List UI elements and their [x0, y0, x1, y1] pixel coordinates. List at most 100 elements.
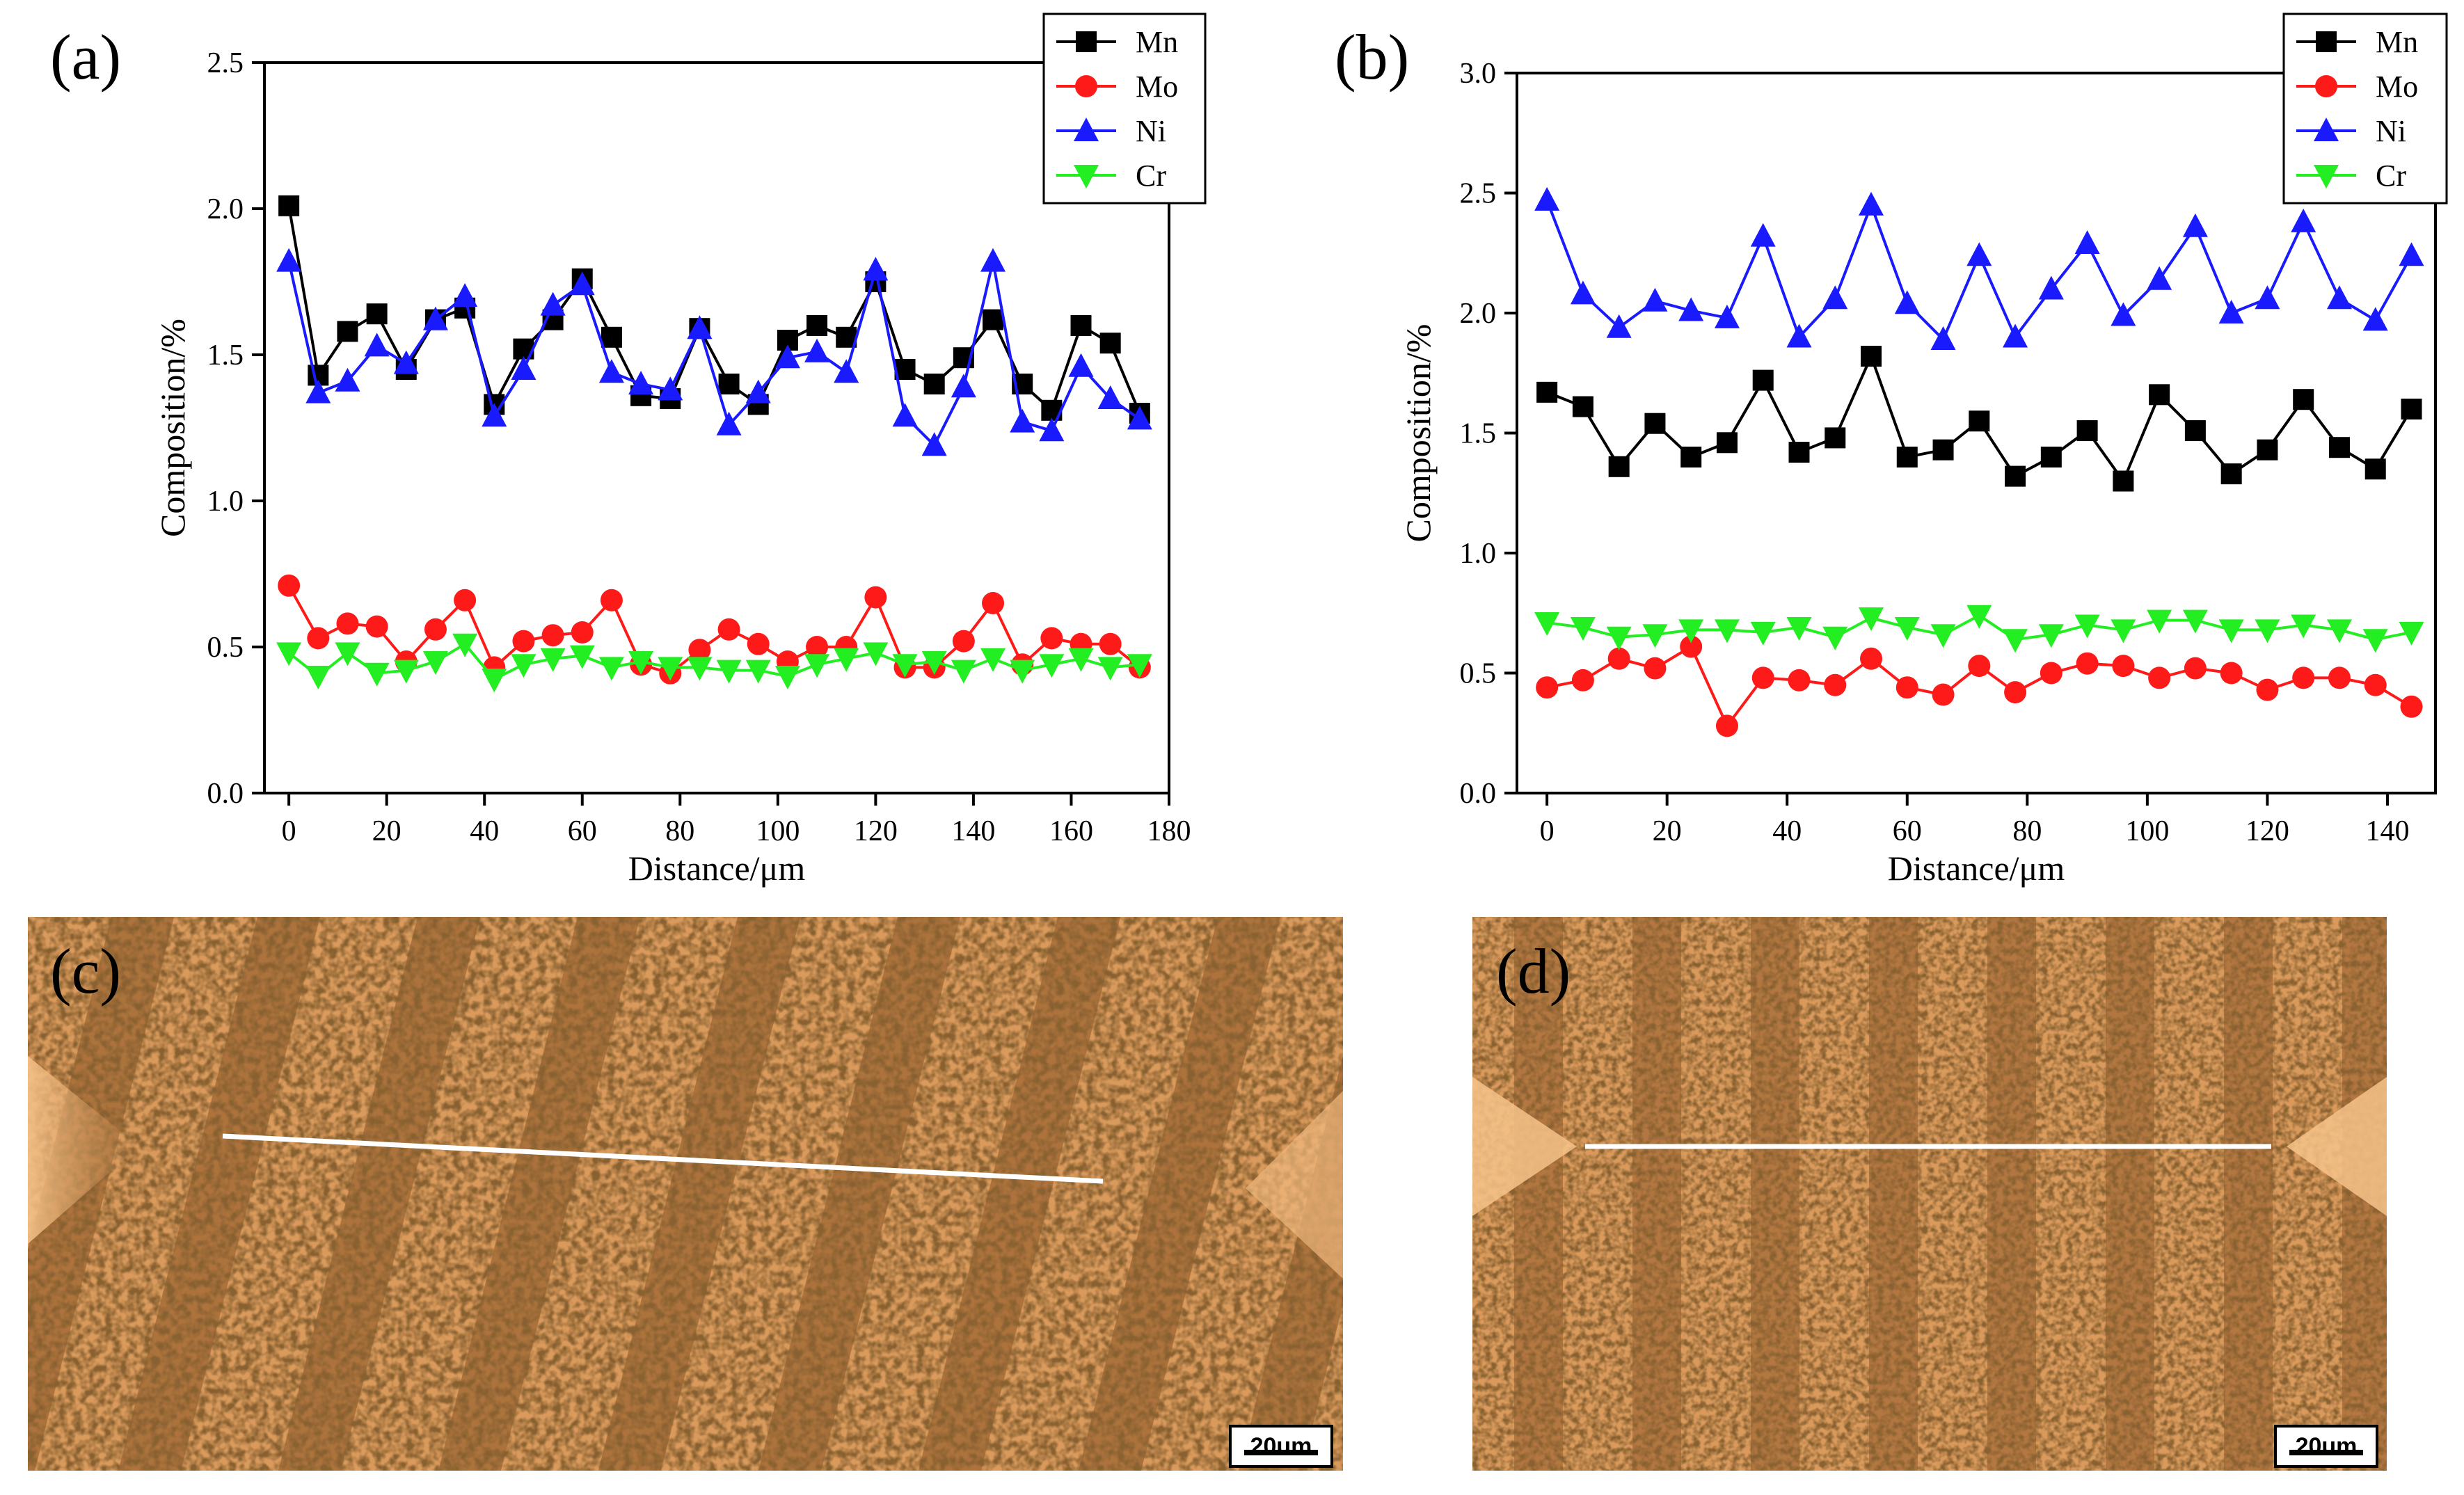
- chart-a-point-cr: [980, 648, 1006, 672]
- chart-b-point-ni: [1534, 186, 1560, 211]
- chart-a-point-cr: [422, 651, 448, 675]
- scale-bar-c: 20um: [1229, 1425, 1333, 1468]
- chart-b-point-mo: [2328, 666, 2351, 689]
- chart-a-point-ni: [892, 403, 918, 427]
- chart-a-plot-frame: [263, 61, 1170, 794]
- chart-b-point-cr: [1534, 612, 1560, 637]
- chart-a-point-mo: [982, 592, 1005, 614]
- chart-a-point-cr: [393, 659, 419, 684]
- chart-b-point-cr: [1678, 619, 1704, 643]
- chart-a-point-cr: [1010, 659, 1035, 684]
- chart-a-series-cr: [276, 633, 1152, 693]
- chart-a-point-mo: [600, 589, 623, 611]
- chart-b-point-cr: [1570, 616, 1596, 641]
- chart-a-point-mo: [717, 618, 740, 641]
- chart-a-point-ni: [276, 248, 302, 272]
- chart-a-point-mo: [864, 586, 887, 609]
- chart-b-point-mn: [1788, 442, 1810, 463]
- chart-a-point-mn: [923, 374, 945, 394]
- chart-a-point-ni: [774, 344, 800, 369]
- chart-a-legend-marker-cr: [1074, 165, 1099, 189]
- chart-a-legend-label-ni: Ni: [1136, 114, 1166, 148]
- chart-b-x-tick-label: 40: [1772, 815, 1802, 847]
- chart-b-point-cr: [2326, 619, 2352, 643]
- chart-b-y-tick-label: 1.0: [1460, 538, 1497, 570]
- chart-b-point-mo: [1644, 657, 1667, 680]
- micrograph-d-right-indent: [2287, 1077, 2387, 1216]
- chart-b-point-cr: [2399, 621, 2424, 646]
- micrograph-c: [28, 917, 1343, 1471]
- chart-a-point-ni: [364, 333, 390, 357]
- chart-a-point-ni: [980, 248, 1006, 272]
- chart-b-y-tick-label: 0.5: [1460, 658, 1497, 690]
- panel-label-d: (d): [1496, 936, 1571, 1007]
- chart-b-point-mo: [2184, 657, 2207, 680]
- chart-b-point-mo: [2040, 662, 2062, 685]
- micrograph-c-right-indent: [1246, 1091, 1343, 1279]
- chart-b-point-mo: [1571, 669, 1594, 691]
- chart-a-point-ni: [1127, 406, 1152, 430]
- chart-a-x-tick-label: 80: [665, 815, 694, 847]
- chart-b-point-mn: [2401, 399, 2422, 419]
- chart-b-point-ni: [2362, 307, 2388, 331]
- chart-a-point-mn: [1099, 333, 1121, 354]
- micrograph-d: [1472, 917, 2387, 1471]
- chart-b-point-mn: [2040, 447, 2062, 467]
- chart-a-point-cr: [1068, 648, 1094, 672]
- chart-a-series-ni: [276, 248, 1152, 456]
- chart-b-point-mn: [2113, 470, 2134, 492]
- chart-a-point-cr: [804, 654, 830, 678]
- chart-b-composition-vs-distance: 0 20 40 60 80 100 120 140 0.0 0.5 1.0 1.5 2.0 2.5 3.0 D…: [1399, 13, 2448, 888]
- chart-a-point-mo: [512, 630, 535, 653]
- chart-b-x-tick-label: 100: [2125, 815, 2169, 847]
- chart-b-point-mo: [1536, 676, 1559, 699]
- chart-b-series-ni-line: [1545, 200, 2413, 342]
- chart-b-point-mn: [1608, 456, 1630, 477]
- chart-b-point-cr: [1786, 616, 1812, 641]
- chart-b-point-ni: [1642, 287, 1668, 312]
- chart-b-legend-box: [2282, 13, 2448, 205]
- chart-a-point-cr: [687, 657, 713, 681]
- chart-b-point-mo: [1968, 655, 1991, 678]
- chart-a-point-mo: [1099, 632, 1122, 655]
- chart-a-point-mo: [688, 639, 711, 662]
- chart-b-point-ni: [2255, 285, 2280, 310]
- chart-a-point-cr: [305, 666, 331, 689]
- chart-a-point-cr: [863, 642, 889, 666]
- chart-b-legend-marker-cr: [2314, 165, 2339, 189]
- chart-b-point-ni: [1678, 297, 1704, 321]
- chart-b-point-cr: [1714, 619, 1740, 643]
- scale-bar-d: 20um: [2274, 1425, 2378, 1468]
- chart-b-point-ni: [2182, 213, 2208, 237]
- chart-a-x-tick-label: 100: [756, 815, 800, 847]
- chart-b-point-mo: [1895, 676, 1918, 699]
- chart-b-point-cr: [2291, 614, 2316, 639]
- chart-b-point-mn: [2184, 420, 2206, 442]
- chart-b-series-ni: [1534, 186, 2424, 350]
- chart-b-point-cr: [1750, 621, 1776, 646]
- chart-a-point-ni: [1068, 353, 1094, 377]
- chart-a-point-ni: [393, 350, 419, 374]
- chart-b-point-mn: [2005, 465, 2026, 487]
- chart-b-point-mo: [2148, 666, 2171, 689]
- chart-a-point-ni: [921, 432, 947, 456]
- chart-b-series-cr: [1534, 605, 2424, 653]
- chart-a-point-mn: [278, 195, 300, 216]
- chart-a-point-ni: [658, 376, 683, 401]
- chart-a-point-cr: [658, 657, 683, 681]
- chart-a-point-ni: [482, 403, 507, 427]
- chart-a-x-tick-label: 120: [854, 815, 898, 847]
- chart-b-point-mn: [2149, 384, 2170, 406]
- chart-b-x-tick-label: 140: [2365, 815, 2409, 847]
- chart-b-point-cr: [2038, 624, 2064, 648]
- chart-a-point-mo: [424, 618, 447, 641]
- chart-b-x-tick-label: 60: [1893, 815, 1922, 847]
- chart-b-point-ni: [1822, 285, 1848, 310]
- chart-b-point-mn: [1572, 396, 1593, 417]
- chart-a-point-mo: [571, 621, 594, 643]
- micrograph-c-left-indent: [28, 1056, 139, 1244]
- chart-a-point-ni: [335, 367, 360, 392]
- chart-a-point-cr: [452, 633, 478, 657]
- chart-b-point-cr: [1966, 605, 1992, 629]
- chart-b-point-mo: [1607, 647, 1630, 670]
